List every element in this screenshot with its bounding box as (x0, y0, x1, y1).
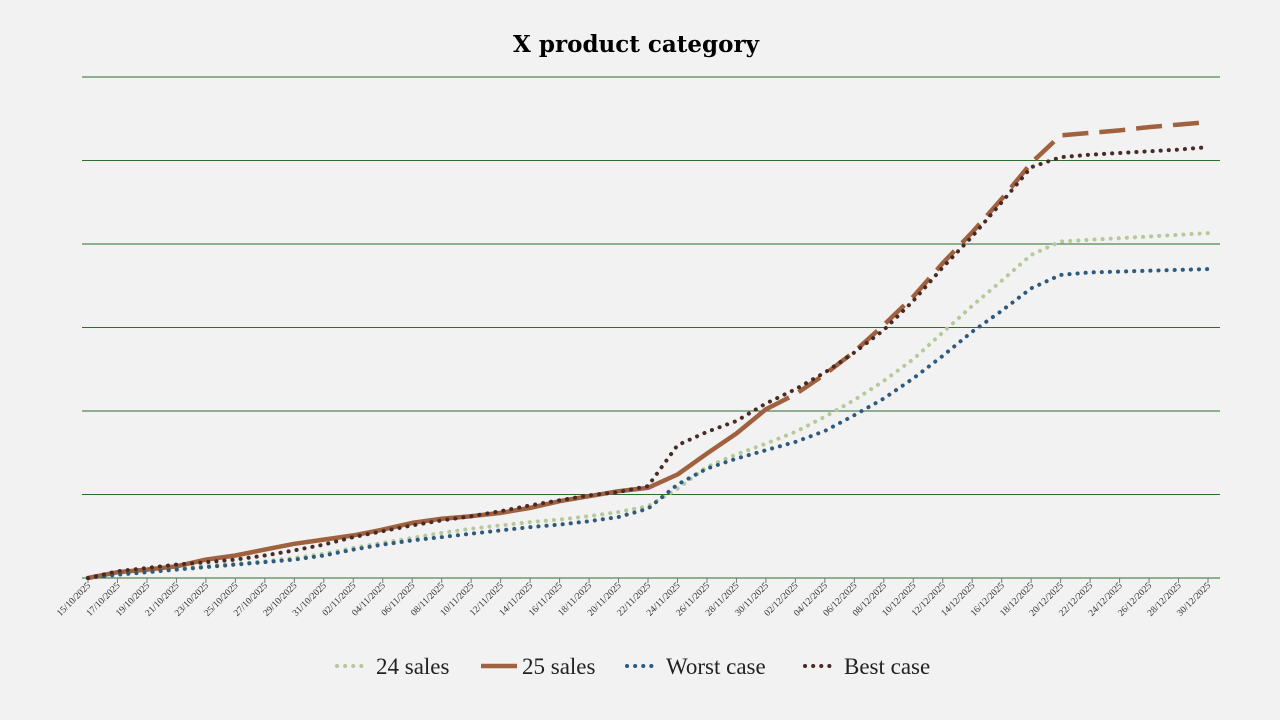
series-line (86, 145, 1210, 580)
x-axis: 15/10/202517/10/202519/10/202521/10/2025… (55, 577, 1220, 619)
series-line-actual (85, 407, 769, 581)
gridlines (82, 76, 1220, 495)
legend-label: 24 sales (376, 654, 450, 679)
series-best-case (86, 145, 1210, 580)
series-worst-case (86, 267, 1210, 580)
legend-label: Best case (844, 654, 930, 679)
legend-item: 25 sales (481, 654, 596, 679)
series-layer (85, 119, 1210, 581)
series-line (86, 267, 1210, 580)
legend-label: 25 sales (522, 654, 596, 679)
legend-label: Worst case (666, 654, 766, 679)
series-25-sales (85, 119, 1209, 581)
legend-item: Best case (803, 654, 930, 679)
legend: 24 sales 25 sales Worst case Best case (335, 654, 930, 679)
legend-item: 24 sales (335, 654, 450, 679)
legend-item: Worst case (625, 654, 766, 679)
chart-title: X product category (513, 31, 760, 58)
